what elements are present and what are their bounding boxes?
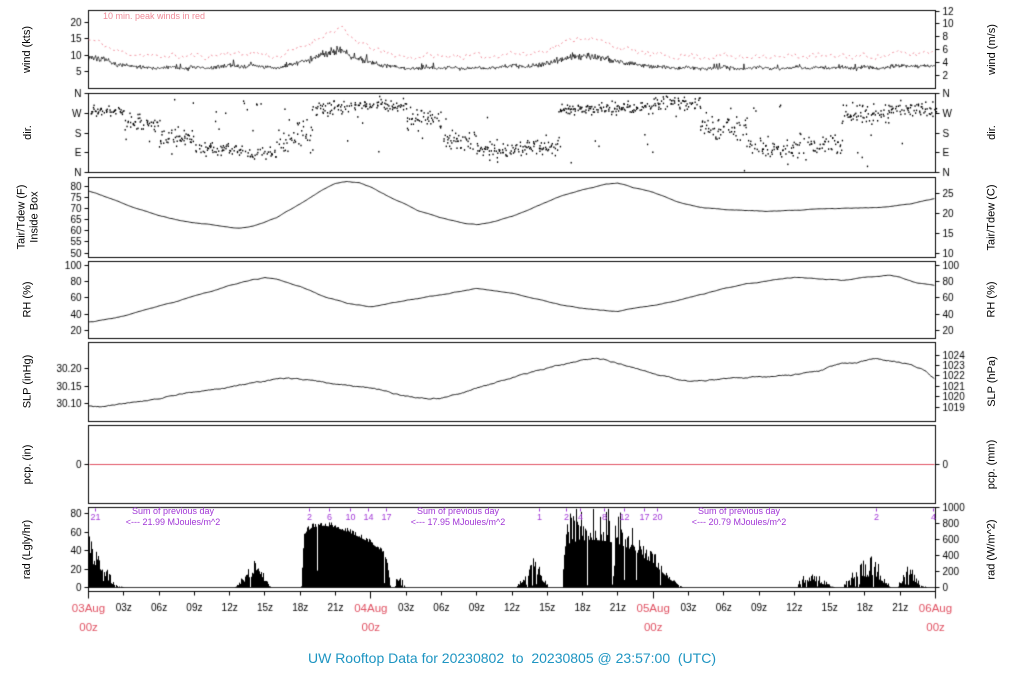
sum-line2: <--- 21.99 MJoules/m^2 bbox=[125, 517, 221, 527]
rad-sum-annotation-2: Sum of previous day <--- 17.95 MJoules/m… bbox=[385, 506, 531, 528]
sum-line1: Sum of previous day bbox=[131, 506, 215, 516]
rad-sum-annotation-1: Sum of previous day <--- 21.99 MJoules/m… bbox=[100, 506, 246, 528]
peak-winds-note: 10 min. peak winds in red bbox=[103, 11, 206, 21]
sum-line2: <--- 20.79 MJoules/m^2 bbox=[691, 517, 787, 527]
sum-line1: Sum of previous day bbox=[416, 506, 500, 516]
rad-sum-annotation-3: Sum of previous day <--- 20.79 MJoules/m… bbox=[666, 506, 812, 528]
sum-line1: Sum of previous day bbox=[697, 506, 781, 516]
sum-line2: <--- 17.95 MJoules/m^2 bbox=[410, 517, 506, 527]
figure-title: UW Rooftop Data for 20230802 to 20230805… bbox=[307, 650, 716, 666]
